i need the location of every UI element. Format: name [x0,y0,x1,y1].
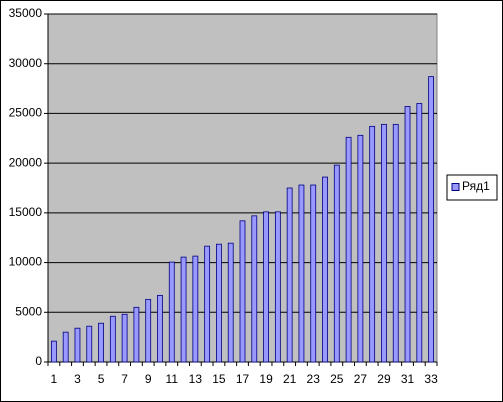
bar [62,331,69,363]
x-tick-label: 7 [121,372,128,386]
bar [74,327,81,363]
bar [192,255,199,363]
y-tick-label: 25000 [9,106,43,120]
x-tick-label: 27 [354,372,368,386]
bar [333,164,340,363]
bar [145,298,152,363]
bar [133,306,140,363]
bar [416,103,423,363]
bar [180,256,187,363]
x-tick-label: 5 [98,372,105,386]
bar [310,184,317,363]
bar [227,242,234,363]
bar [251,215,258,363]
x-tick-label: 19 [259,372,273,386]
x-tick-label: 3 [74,372,81,386]
bar [216,243,222,363]
x-tick-label: 11 [166,372,179,386]
bar [239,220,246,363]
legend-label: Ряд1 [462,179,490,193]
bar [322,176,328,363]
bar [286,187,293,363]
x-tick-label: 17 [236,372,250,386]
x-tick-label: 31 [401,372,415,386]
bar [98,322,104,363]
x-tick-label: 29 [377,372,391,386]
y-tick-label: 5000 [15,304,42,318]
bar [121,313,128,363]
bar [168,261,175,363]
x-tick-label: 9 [145,372,152,386]
x-tick-label: 23 [307,372,321,386]
x-tick-label: 21 [283,372,297,386]
bar [263,211,269,363]
bar [381,123,387,363]
x-tick-label: 15 [212,372,226,386]
bar [109,315,116,363]
y-tick-label: 15000 [9,205,43,219]
bar [50,340,57,363]
y-tick-label: 20000 [9,155,43,169]
x-tick-label: 33 [424,372,438,386]
y-tick-label: 30000 [9,56,43,70]
bar [357,134,364,363]
bar [404,106,411,363]
bar [274,211,281,363]
legend-swatch [451,183,460,191]
x-tick-label: 1 [51,372,58,386]
bar [157,294,163,363]
bar [204,245,211,363]
x-tick-label: 25 [330,372,344,386]
bar [298,184,305,363]
bar [345,136,352,363]
y-tick-label: 10000 [9,255,43,269]
y-tick-label: 0 [35,354,42,368]
bar [392,123,399,363]
y-tick-label: 35000 [9,6,43,20]
bar [86,325,93,363]
bar [369,125,376,363]
bar [428,76,435,363]
x-tick-label: 13 [189,372,203,386]
